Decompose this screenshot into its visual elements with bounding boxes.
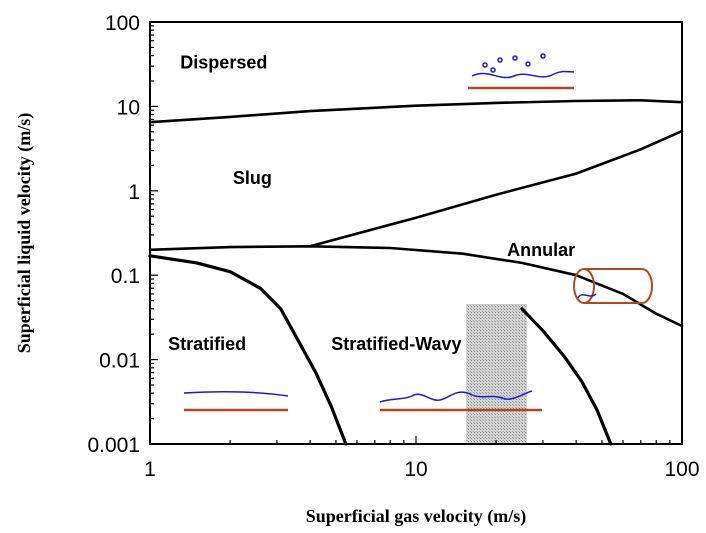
- y-tick-label: 0.1: [111, 265, 140, 288]
- x-tick-label: 1: [144, 458, 156, 481]
- region-label-dispersed: Dispersed: [180, 53, 267, 73]
- annular-pipe-icon: [573, 268, 653, 304]
- region-label-stratified-wavy: Stratified-Wavy: [331, 334, 461, 354]
- x-tick-label: 100: [664, 458, 699, 481]
- y-tick-label: 10: [117, 96, 140, 119]
- regime-boundary-2: [148, 245, 684, 328]
- region-label-slug: Slug: [233, 168, 272, 188]
- x-axis-title: Superficial gas velocity (m/s): [306, 506, 526, 527]
- stratified-wavy-flow-icon: [379, 390, 542, 412]
- regime-boundary-3: [308, 129, 684, 248]
- stratified-flow-icon: [183, 391, 289, 412]
- regime-boundary-4: [148, 254, 348, 446]
- shaded-band: [466, 304, 527, 445]
- plot-frame: [149, 21, 683, 445]
- y-tick-label: 0.001: [87, 434, 140, 457]
- y-axis-title: Superficial liquid velocity (m/s): [14, 113, 35, 354]
- y-tick-label: 1: [128, 181, 140, 204]
- x-tick-label: 10: [404, 458, 427, 481]
- regime-boundary-5: [520, 307, 613, 446]
- y-tick-label: 100: [105, 12, 140, 35]
- dispersed-flow-icon: [468, 53, 575, 90]
- region-label-stratified: Stratified: [168, 334, 246, 354]
- y-tick-label: 0.01: [99, 350, 140, 373]
- region-label-annular: Annular: [507, 240, 575, 260]
- regime-boundary-1: [148, 99, 684, 124]
